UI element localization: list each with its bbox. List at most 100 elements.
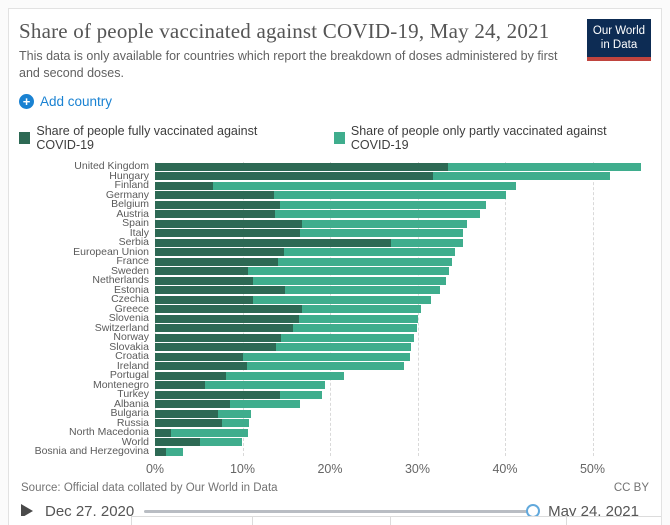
bar-partly-vaccinated[interactable] (218, 409, 252, 418)
bar-row: Czechia (19, 294, 651, 304)
bar-fully-vaccinated[interactable] (155, 362, 247, 371)
bar-fully-vaccinated[interactable] (155, 314, 299, 323)
bar-partly-vaccinated[interactable] (170, 428, 248, 437)
country-label: Austria (116, 207, 149, 220)
bar-fully-vaccinated[interactable] (155, 276, 253, 285)
bar-row: Austria (19, 209, 651, 219)
bar-fully-vaccinated[interactable] (155, 286, 286, 295)
owid-logo-line2: in Data (600, 39, 638, 51)
country-label: Serbia (118, 236, 149, 249)
header-text: Share of people vaccinated against COVID… (19, 19, 579, 82)
bar-partly-vaccinated[interactable] (165, 447, 183, 456)
add-country-button[interactable]: + Add country (19, 93, 112, 109)
bar-track (155, 333, 651, 342)
bar-partly-vaccinated[interactable] (246, 362, 405, 371)
bar-fully-vaccinated[interactable] (155, 172, 434, 181)
bar-partly-vaccinated[interactable] (275, 343, 412, 352)
bar-row: Croatia (19, 351, 651, 361)
bar-partly-vaccinated[interactable] (212, 181, 516, 190)
bar-fully-vaccinated[interactable] (155, 333, 281, 342)
bar-fully-vaccinated[interactable] (155, 191, 274, 200)
bar-track (155, 314, 651, 323)
bar-partly-vaccinated[interactable] (281, 333, 414, 342)
country-label: Russia (116, 416, 149, 429)
bar-track (155, 371, 651, 380)
bar-row: Slovenia (19, 312, 651, 325)
bar-partly-vaccinated[interactable] (204, 381, 325, 390)
bar-fully-vaccinated[interactable] (155, 438, 200, 447)
bar-fully-vaccinated[interactable] (155, 447, 166, 456)
bar-partly-vaccinated[interactable] (253, 276, 447, 285)
bar-track (155, 181, 651, 190)
bar-row: Italy (19, 228, 651, 238)
bar-partly-vaccinated[interactable] (274, 210, 480, 219)
bar-track (155, 324, 651, 333)
source-row: Source: Official data collated by Our Wo… (19, 482, 651, 494)
bar-fully-vaccinated[interactable] (155, 343, 276, 352)
bar-fully-vaccinated[interactable] (155, 248, 284, 257)
bar-fully-vaccinated[interactable] (155, 400, 231, 409)
bar-partly-vaccinated[interactable] (300, 229, 463, 238)
bar-fully-vaccinated[interactable] (155, 352, 243, 361)
bar-partly-vaccinated[interactable] (298, 314, 418, 323)
bar-fully-vaccinated[interactable] (155, 229, 301, 238)
x-axis-tick: 30% (404, 462, 431, 477)
bar-fully-vaccinated[interactable] (155, 409, 218, 418)
bar-row: Turkey (19, 389, 651, 399)
bar-partly-vaccinated[interactable] (302, 219, 468, 228)
bar-fully-vaccinated[interactable] (155, 381, 205, 390)
bar-partly-vaccinated[interactable] (274, 191, 506, 200)
bar-fully-vaccinated[interactable] (155, 257, 279, 266)
country-label: Slovakia (109, 340, 149, 353)
bar-partly-vaccinated[interactable] (280, 390, 323, 399)
country-label: Spain (122, 217, 149, 230)
bar-row: Spain (19, 217, 651, 230)
license-link[interactable]: CC BY (613, 482, 649, 495)
bar-fully-vaccinated[interactable] (155, 419, 222, 428)
bar-fully-vaccinated[interactable] (155, 371, 226, 380)
bar-partly-vaccinated[interactable] (278, 257, 452, 266)
bar-partly-vaccinated[interactable] (253, 295, 431, 304)
country-label: Greece (114, 302, 149, 315)
bar-track (155, 276, 651, 285)
bar-partly-vaccinated[interactable] (302, 305, 421, 314)
bar-row: Switzerland (19, 323, 651, 333)
bar-partly-vaccinated[interactable] (247, 267, 449, 276)
bar-fully-vaccinated[interactable] (155, 267, 248, 276)
bar-fully-vaccinated[interactable] (155, 200, 281, 209)
bar-partly-vaccinated[interactable] (448, 162, 641, 171)
bar-partly-vaccinated[interactable] (221, 419, 249, 428)
country-label: Slovenia (108, 312, 149, 325)
bar-partly-vaccinated[interactable] (391, 238, 463, 247)
bar-fully-vaccinated[interactable] (155, 295, 253, 304)
bar-track (155, 267, 651, 276)
bar-partly-vaccinated[interactable] (199, 438, 242, 447)
bar-fully-vaccinated[interactable] (155, 181, 213, 190)
bar-partly-vaccinated[interactable] (433, 172, 610, 181)
owid-logo[interactable]: Our World in Data (587, 19, 651, 61)
timeline-end-date: May 24, 2021 (548, 502, 639, 520)
bar-row: Greece (19, 304, 651, 314)
bar-fully-vaccinated[interactable] (155, 238, 392, 247)
bar-partly-vaccinated[interactable] (293, 324, 417, 333)
bar-partly-vaccinated[interactable] (283, 248, 456, 257)
legend-item-1: Share of people only partly vaccinated a… (333, 124, 651, 152)
bar-fully-vaccinated[interactable] (155, 324, 294, 333)
bar-partly-vaccinated[interactable] (230, 400, 301, 409)
bar-track (155, 295, 651, 304)
bar-partly-vaccinated[interactable] (285, 286, 441, 295)
bar-fully-vaccinated[interactable] (155, 305, 302, 314)
play-icon[interactable] (21, 504, 33, 519)
bar-partly-vaccinated[interactable] (225, 371, 344, 380)
bar-track (155, 447, 651, 456)
bar-partly-vaccinated[interactable] (280, 200, 486, 209)
bar-row: Ireland (19, 361, 651, 371)
bar-track (155, 257, 651, 266)
bar-fully-vaccinated[interactable] (155, 162, 449, 171)
bar-fully-vaccinated[interactable] (155, 210, 275, 219)
bar-fully-vaccinated[interactable] (155, 428, 171, 437)
bar-fully-vaccinated[interactable] (155, 390, 281, 399)
bar-fully-vaccinated[interactable] (155, 219, 302, 228)
country-label: Hungary (109, 169, 149, 182)
bar-partly-vaccinated[interactable] (242, 352, 410, 361)
